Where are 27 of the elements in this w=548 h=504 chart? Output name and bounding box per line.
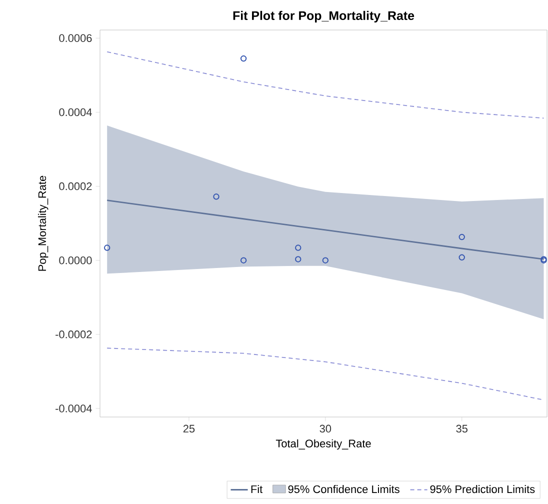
x-tick-label: 25: [183, 424, 195, 433]
y-tick-label: -0.0004: [56, 404, 92, 412]
point: [322, 257, 329, 264]
y-tick-label: -0.0002: [56, 330, 92, 338]
point: [240, 257, 247, 264]
text: 95% Confidence Limits: [288, 485, 400, 494]
line-series: [106, 200, 544, 260]
point: [458, 254, 465, 260]
y-tick-label: 0.0000: [59, 256, 92, 264]
y-tick-label: 0.0004: [59, 108, 92, 116]
point: [213, 194, 220, 200]
y-axis-title: Pop_Mortality_Rate: [38, 176, 48, 271]
point: [295, 244, 302, 251]
chart-title: Fit Plot for Pop_Mortality_Rate: [233, 10, 414, 22]
x-axis-title: Total_Obesity_Rate: [276, 439, 371, 450]
y-tick-label: 0.0006: [59, 34, 92, 42]
point: [240, 55, 247, 62]
y-tick-label: 0.0002: [59, 182, 92, 190]
point: [458, 234, 465, 240]
point: [104, 244, 110, 251]
point: [295, 256, 302, 262]
x-tick-label: 35: [456, 424, 468, 433]
line-series: [106, 51, 544, 119]
legend-label: 95% Prediction Limits: [430, 485, 535, 494]
line-series: [106, 348, 544, 400]
legend-label: Fit: [251, 485, 263, 494]
x-tick-label: 30: [320, 424, 332, 433]
